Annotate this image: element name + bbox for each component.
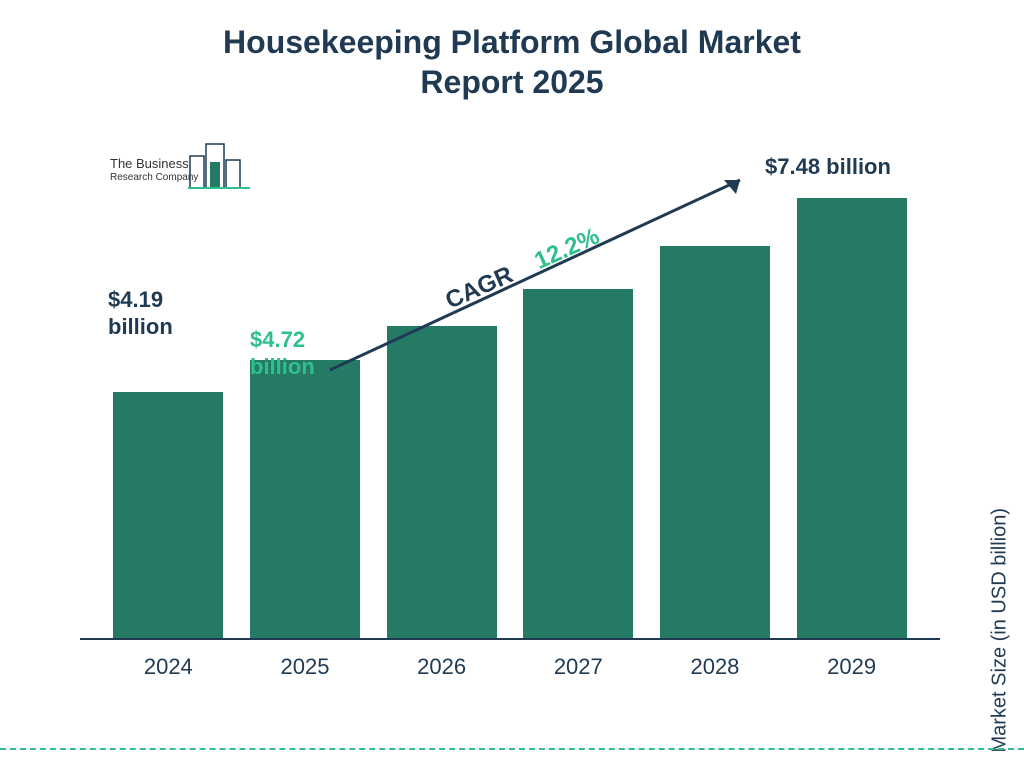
x-axis-label: 2024 xyxy=(108,654,228,680)
title-line1: Housekeeping Platform Global Market xyxy=(223,24,801,60)
bar xyxy=(250,360,360,638)
value-label-2029-text: $7.48 billion xyxy=(765,154,891,179)
x-axis-label: 2027 xyxy=(518,654,638,680)
title-line2: Report 2025 xyxy=(420,64,603,100)
bar-group xyxy=(108,392,228,638)
value-label-2024-text: $4.19 billion xyxy=(108,287,173,338)
chart-area: 2024 2025 2026 2027 2028 2029 $4.19 billion $… xyxy=(80,120,940,680)
bar-group xyxy=(792,198,912,638)
value-label-2024: $4.19 billion xyxy=(108,287,198,340)
x-axis-label: 2025 xyxy=(245,654,365,680)
y-axis-label: Market Size (in USD billion) xyxy=(989,508,1012,753)
x-axis-label: 2026 xyxy=(382,654,502,680)
value-label-2029: $7.48 billion xyxy=(765,154,935,180)
x-axis-labels: 2024 2025 2026 2027 2028 2029 xyxy=(80,654,940,680)
bar xyxy=(113,392,223,638)
x-axis-line xyxy=(80,638,940,640)
bar xyxy=(797,198,907,638)
footer-dashed-line xyxy=(0,748,1024,750)
x-axis-label: 2028 xyxy=(655,654,775,680)
value-label-2025-text: $4.72 billion xyxy=(250,327,315,378)
bar-group xyxy=(245,360,365,638)
chart-title: Housekeeping Platform Global Market Repo… xyxy=(0,22,1024,102)
x-axis-label: 2029 xyxy=(792,654,912,680)
